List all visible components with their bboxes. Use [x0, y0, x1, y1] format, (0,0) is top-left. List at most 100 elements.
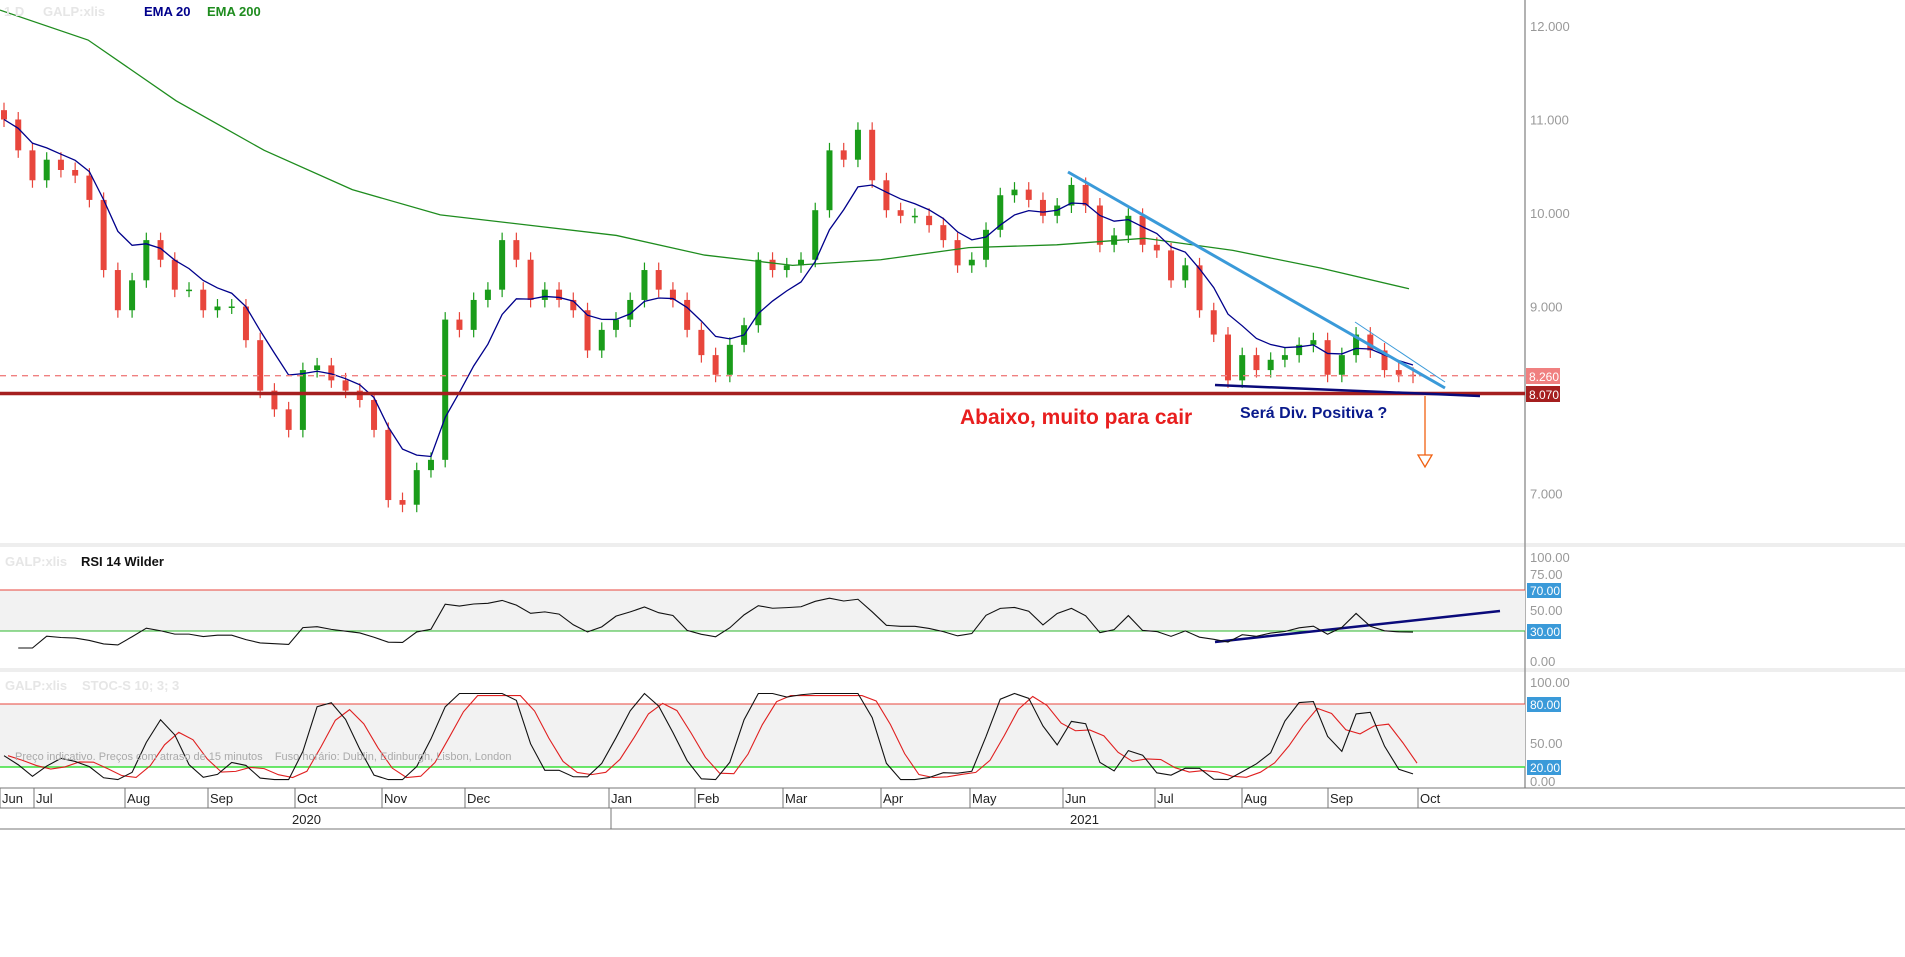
candle[interactable] [1139, 215, 1146, 245]
candle[interactable] [527, 259, 534, 300]
candle[interactable] [1281, 355, 1288, 360]
candle[interactable] [257, 340, 264, 391]
candle[interactable] [1096, 205, 1103, 245]
candle[interactable] [954, 240, 961, 266]
candle[interactable] [826, 150, 833, 211]
candle[interactable] [456, 319, 463, 330]
candle[interactable] [371, 400, 378, 430]
candle[interactable] [612, 319, 619, 330]
candle[interactable] [698, 329, 705, 356]
candle[interactable] [413, 470, 420, 505]
candle[interactable] [641, 270, 648, 300]
candle[interactable] [840, 150, 847, 160]
candle[interactable] [1253, 355, 1260, 371]
candle[interactable] [911, 215, 918, 218]
candle[interactable] [968, 259, 975, 266]
candle[interactable] [627, 299, 634, 320]
candle[interactable] [1353, 334, 1360, 356]
candle[interactable] [854, 129, 861, 160]
candle[interactable] [385, 429, 392, 501]
candle[interactable] [200, 289, 207, 311]
panel-divider[interactable] [0, 668, 1905, 672]
candle[interactable] [356, 390, 363, 400]
candle[interactable] [684, 299, 691, 330]
candle[interactable] [86, 175, 93, 200]
candle[interactable] [1239, 355, 1246, 381]
candle[interactable] [328, 365, 335, 381]
candle[interactable] [72, 169, 79, 176]
candle[interactable] [598, 329, 605, 351]
candle[interactable] [427, 459, 434, 471]
candle[interactable] [556, 289, 563, 300]
candle[interactable] [1338, 355, 1345, 375]
candle[interactable] [186, 289, 193, 292]
candle[interactable] [1310, 340, 1317, 345]
candle[interactable] [712, 355, 719, 375]
candle[interactable] [470, 299, 477, 330]
candle[interactable] [798, 259, 805, 266]
candle[interactable] [1068, 184, 1075, 206]
candle[interactable] [897, 210, 904, 216]
candle[interactable] [271, 390, 278, 410]
candle[interactable] [157, 240, 164, 260]
candle[interactable] [1082, 184, 1089, 206]
candle[interactable] [114, 270, 121, 311]
candle[interactable] [669, 289, 676, 300]
panel-divider[interactable] [0, 543, 1905, 547]
candle[interactable] [1324, 340, 1331, 375]
candle[interactable] [1196, 265, 1203, 311]
candle[interactable] [1011, 189, 1018, 196]
candle[interactable] [1367, 334, 1374, 351]
candle[interactable] [983, 229, 990, 260]
ema200-legend[interactable]: EMA 200 [207, 4, 261, 19]
candle[interactable] [1296, 344, 1303, 356]
candle[interactable] [129, 280, 136, 311]
candle[interactable] [570, 299, 577, 311]
candle[interactable] [869, 129, 876, 181]
candle[interactable] [812, 210, 819, 260]
candle[interactable] [442, 319, 449, 460]
candle[interactable] [1039, 199, 1046, 216]
candle[interactable] [1395, 370, 1402, 375]
candle[interactable] [541, 289, 548, 300]
candle[interactable] [1182, 265, 1189, 281]
candle[interactable] [342, 380, 349, 391]
candle[interactable] [769, 259, 776, 271]
candle[interactable] [997, 195, 1004, 230]
candle[interactable] [726, 344, 733, 375]
candle[interactable] [285, 409, 292, 430]
candle[interactable] [584, 310, 591, 351]
candle[interactable] [655, 270, 662, 290]
candle[interactable] [1, 110, 7, 120]
candle[interactable] [1125, 215, 1132, 236]
candle[interactable] [214, 306, 221, 311]
candle[interactable] [100, 199, 107, 271]
rsi-trendline[interactable] [1214, 609, 1501, 644]
candle[interactable] [1025, 189, 1032, 200]
candle[interactable] [143, 240, 150, 281]
support-trendline[interactable] [1214, 383, 1481, 398]
candle[interactable] [940, 225, 947, 241]
candle[interactable] [883, 180, 890, 211]
candle[interactable] [1168, 250, 1175, 281]
candle[interactable] [314, 365, 321, 371]
candle[interactable] [29, 150, 36, 181]
candle[interactable] [57, 159, 64, 170]
candle[interactable] [242, 306, 249, 341]
candle[interactable] [755, 259, 762, 326]
descending-trendline[interactable] [1067, 170, 1446, 390]
candle[interactable] [171, 259, 178, 290]
candle[interactable] [1210, 310, 1217, 335]
candle[interactable] [399, 500, 406, 505]
candle[interactable] [1224, 334, 1231, 381]
candle[interactable] [513, 240, 520, 260]
candle[interactable] [43, 159, 50, 181]
candle[interactable] [1267, 359, 1274, 371]
descending-trendline-thin[interactable] [1354, 321, 1446, 383]
candle[interactable] [926, 215, 933, 226]
candle[interactable] [499, 240, 506, 290]
candle[interactable] [1381, 350, 1388, 371]
ema20-legend[interactable]: EMA 20 [144, 4, 190, 19]
candle[interactable] [15, 119, 22, 151]
